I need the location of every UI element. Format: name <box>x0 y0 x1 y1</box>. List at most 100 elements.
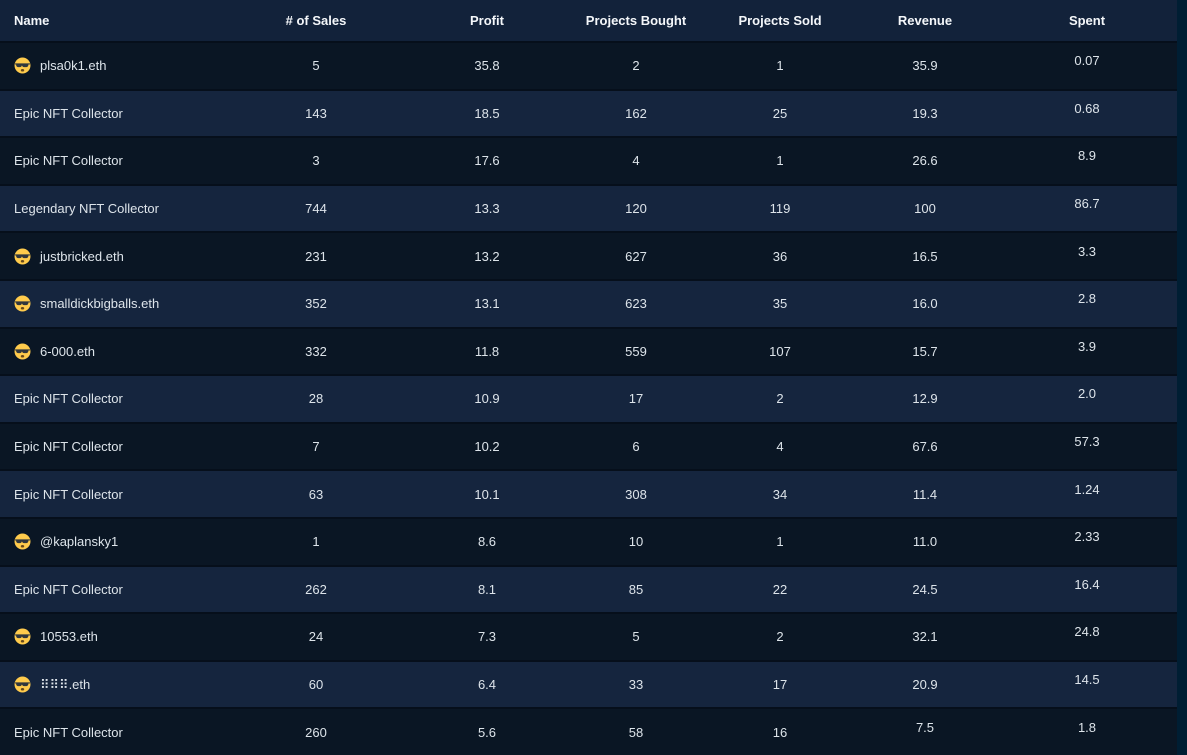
row-profit-value: 10.2 <box>474 439 500 455</box>
row-name-text: justbricked.eth <box>40 248 124 264</box>
row-name-text: Epic NFT Collector <box>14 153 123 169</box>
row-revenue-cell: 16.0 <box>853 296 997 311</box>
row-bought-value: 58 <box>628 724 644 740</box>
column-header-name[interactable]: Name <box>14 13 50 28</box>
sunglasses-face-emoji <box>14 248 31 265</box>
row-name-text: 6-000.eth <box>40 343 95 359</box>
row-name-cell: ⠿⠿⠿.eth <box>0 676 223 693</box>
column-header-projects-sold[interactable]: Projects Sold <box>738 13 822 28</box>
column-header-sales[interactable]: # of Sales <box>285 13 347 28</box>
row-profit-cell: 11.8 <box>409 344 565 359</box>
row-profit-cell: 10.1 <box>409 487 565 502</box>
row-sold-cell: 1 <box>707 534 853 549</box>
row-name-cell: plsa0k1.eth <box>0 57 223 74</box>
row-revenue-value: 24.5 <box>912 581 938 597</box>
table-row[interactable]: Epic NFT Collector 28 10.9 17 2 12.9 2.0 <box>0 374 1177 422</box>
row-revenue-cell: 11.4 <box>853 487 997 502</box>
row-sales-value: 352 <box>305 296 327 312</box>
row-spent-value: 2.0 <box>1077 386 1097 402</box>
row-bought-cell: 623 <box>565 296 707 311</box>
column-header-profit[interactable]: Profit <box>470 13 504 28</box>
row-sales-value: 60 <box>308 677 324 693</box>
row-revenue-value: 26.6 <box>912 153 938 169</box>
row-sold-cell: 25 <box>707 106 853 121</box>
column-header-projects-bought[interactable]: Projects Bought <box>585 13 687 28</box>
row-bought-value: 162 <box>625 105 647 121</box>
table-row[interactable]: Epic NFT Collector 7 10.2 6 4 67.6 57.3 <box>0 421 1177 470</box>
row-profit-value: 18.5 <box>474 105 500 121</box>
table-row[interactable]: justbricked.eth 231 13.2 627 36 16.5 3.3 <box>0 231 1177 279</box>
table-row[interactable]: smalldickbigballs.eth 352 13.1 623 35 16.0 2.8 <box>0 278 1177 327</box>
table-row[interactable]: Legendary NFT Collector 744 13.3 120 119 100 8… <box>0 183 1177 232</box>
row-sales-cell: 24 <box>223 629 409 644</box>
row-spent-value: 16.4 <box>1074 576 1100 592</box>
table-row[interactable]: 6-000.eth 332 11.8 559 107 15.7 3.9 <box>0 326 1177 375</box>
row-sold-value: 36 <box>772 248 788 264</box>
row-sales-value: 7 <box>312 439 320 455</box>
row-profit-cell: 13.3 <box>409 201 565 216</box>
row-bought-value: 17 <box>628 391 644 407</box>
row-sold-cell: 2 <box>707 391 853 406</box>
row-name-text: Epic NFT Collector <box>14 439 123 455</box>
table-row[interactable]: Epic NFT Collector 63 10.1 308 34 11.4 1.24 <box>0 469 1177 517</box>
sunglasses-face-emoji <box>14 676 31 693</box>
row-revenue-cell: 35.9 <box>853 58 997 73</box>
row-revenue-cell: 32.1 <box>853 629 997 644</box>
row-sales-cell: 744 <box>223 201 409 216</box>
row-bought-cell: 4 <box>565 153 707 168</box>
row-spent-value: 3.3 <box>1077 243 1097 259</box>
table-row[interactable]: Epic NFT Collector 262 8.1 85 22 24.5 16.4 <box>0 564 1177 613</box>
row-bought-cell: 10 <box>565 534 707 549</box>
row-profit-value: 13.2 <box>474 248 500 264</box>
row-profit-cell: 8.6 <box>409 534 565 549</box>
row-sold-value: 22 <box>772 581 788 597</box>
row-sales-value: 744 <box>305 201 327 217</box>
row-sales-value: 262 <box>305 581 327 597</box>
row-sold-value: 25 <box>772 105 788 121</box>
row-profit-value: 8.1 <box>477 581 497 597</box>
table-row[interactable]: Epic NFT Collector 143 18.5 162 25 19.3 0.68 <box>0 88 1177 137</box>
row-bought-value: 2 <box>632 58 640 74</box>
row-spent-cell: 16.4 <box>997 577 1177 597</box>
row-bought-value: 627 <box>625 248 647 264</box>
table-row[interactable]: @kaplansky1 1 8.6 10 1 11.0 2.33 <box>0 516 1177 565</box>
row-sold-cell: 36 <box>707 249 853 264</box>
row-bought-cell: 17 <box>565 391 707 406</box>
column-header-spent[interactable]: Spent <box>1068 13 1106 28</box>
row-spent-cell: 24.8 <box>997 624 1177 644</box>
sunglasses-face-emoji <box>14 343 31 360</box>
table-row[interactable]: Epic NFT Collector 3 17.6 4 1 26.6 8.9 <box>0 136 1177 184</box>
row-bought-cell: 559 <box>565 344 707 359</box>
row-sales-value: 3 <box>312 153 320 169</box>
row-bought-cell: 58 <box>565 725 707 740</box>
row-bought-value: 10 <box>628 534 644 550</box>
table-row[interactable]: Epic NFT Collector 260 5.6 58 16 7.5 1.8 <box>0 707 1177 755</box>
row-profit-value: 10.1 <box>474 486 500 502</box>
row-revenue-value: 12.9 <box>912 391 938 407</box>
row-name-text: Epic NFT Collector <box>14 486 123 502</box>
row-revenue-cell: 12.9 <box>853 391 997 406</box>
table-row[interactable]: plsa0k1.eth 5 35.8 2 1 35.9 0.07 <box>0 41 1177 89</box>
row-spent-value: 0.07 <box>1074 53 1100 69</box>
row-spent-value: 8.9 <box>1077 148 1097 164</box>
row-name-text: Epic NFT Collector <box>14 105 123 121</box>
row-bought-value: 308 <box>625 486 647 502</box>
column-header-revenue[interactable]: Revenue <box>897 13 953 28</box>
row-sold-value: 2 <box>776 391 784 407</box>
row-spent-cell: 3.3 <box>997 244 1177 264</box>
row-spent-value: 0.68 <box>1074 100 1100 116</box>
row-bought-value: 623 <box>625 296 647 312</box>
table-row[interactable]: 10553.eth 24 7.3 5 2 32.1 24.8 <box>0 612 1177 660</box>
row-revenue-value: 19.3 <box>912 105 938 121</box>
table-row[interactable]: ⠿⠿⠿.eth 60 6.4 33 17 20.9 14.5 <box>0 659 1177 708</box>
row-name-cell: smalldickbigballs.eth <box>0 295 223 312</box>
row-sales-cell: 3 <box>223 153 409 168</box>
row-name-text: Epic NFT Collector <box>14 391 123 407</box>
row-sold-cell: 16 <box>707 725 853 740</box>
row-bought-cell: 6 <box>565 439 707 454</box>
row-spent-cell: 1.8 <box>997 720 1177 740</box>
row-sold-cell: 1 <box>707 153 853 168</box>
row-spent-value: 14.5 <box>1074 672 1100 688</box>
row-revenue-value: 35.9 <box>912 58 938 74</box>
row-sold-cell: 17 <box>707 677 853 692</box>
